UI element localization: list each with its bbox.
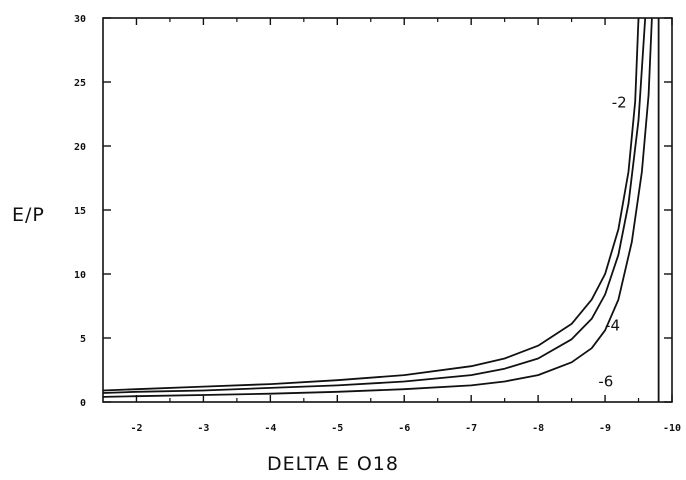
x-tick-label: -9 [599, 423, 611, 434]
y-tick-label: 15 [74, 206, 86, 217]
y-tick-label: 20 [74, 142, 86, 153]
x-tick-label: -2 [130, 423, 142, 434]
x-tick-label: -6 [398, 423, 410, 434]
x-tick-label: -8 [532, 423, 544, 434]
series-line-minus4 [102, 17, 647, 394]
curve-label: -6 [598, 373, 613, 391]
x-axis-label: DELTA E O18 [267, 453, 399, 475]
x-tick-label: -5 [331, 423, 343, 434]
series-line-minus2 [102, 17, 640, 392]
plot-frame [102, 17, 673, 403]
curve-label: -4 [605, 316, 620, 334]
x-tick-label: -4 [264, 423, 276, 434]
curve-label: -2 [612, 94, 627, 112]
y-tick-label: 25 [74, 78, 86, 89]
y-axis-label: E/P [12, 204, 45, 226]
y-tick-label: 0 [80, 398, 86, 409]
y-ticks: 0 5 10 15 20 25 30 [74, 14, 672, 409]
curve-annotations: -2 -4 -6 [598, 94, 626, 391]
y-tick-label: 10 [74, 270, 86, 281]
x-tick-label: -3 [197, 423, 209, 434]
curves [102, 17, 660, 402]
x-tick-label: -10 [663, 423, 681, 434]
x-tick-label: -7 [465, 423, 477, 434]
y-tick-label: 5 [80, 334, 86, 345]
y-tick-label: 30 [74, 14, 86, 25]
series-line-minus6 [102, 17, 653, 398]
x-ticks: -2 -3 -4 -5 -6 -7 -8 -9 -10 [130, 18, 681, 434]
